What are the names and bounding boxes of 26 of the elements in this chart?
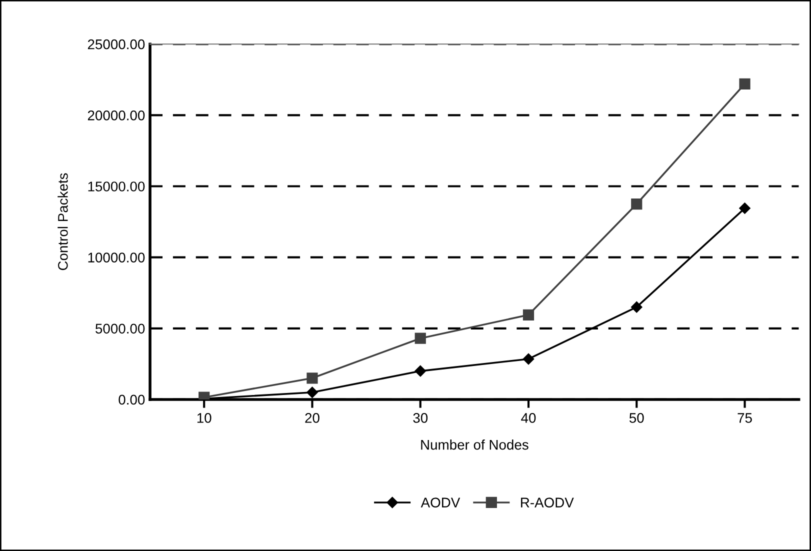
x-tick-label: 40 [521,413,536,423]
y-tick-label: 10000.00 [88,252,145,262]
x-tick-label: 10 [197,413,212,423]
y-tick-label: 15000.00 [88,182,145,192]
legend-label: R-AODV [521,498,574,508]
x-axis-title: Number of Nodes [421,440,528,450]
x-tick-label: 20 [305,413,320,423]
point [631,198,642,210]
y-tick-label: 25000.00 [88,39,145,50]
x-tick-label: 75 [738,413,752,423]
point [631,301,642,313]
point [414,332,426,344]
point [739,78,750,90]
y-tick-label: 5000.00 [96,324,145,334]
x-tick-label: 50 [629,413,644,423]
y-tick-label: 20000.00 [88,110,145,120]
point [522,309,534,320]
point [306,386,318,398]
point [739,202,750,214]
legend-label: AODV [420,498,460,508]
y-tick-label: 0.00 [118,394,145,405]
point [306,372,318,384]
point [522,353,534,365]
y-axis-title: Control Packets [58,173,68,270]
point [414,365,426,377]
x-tick-label: 30 [413,413,428,423]
